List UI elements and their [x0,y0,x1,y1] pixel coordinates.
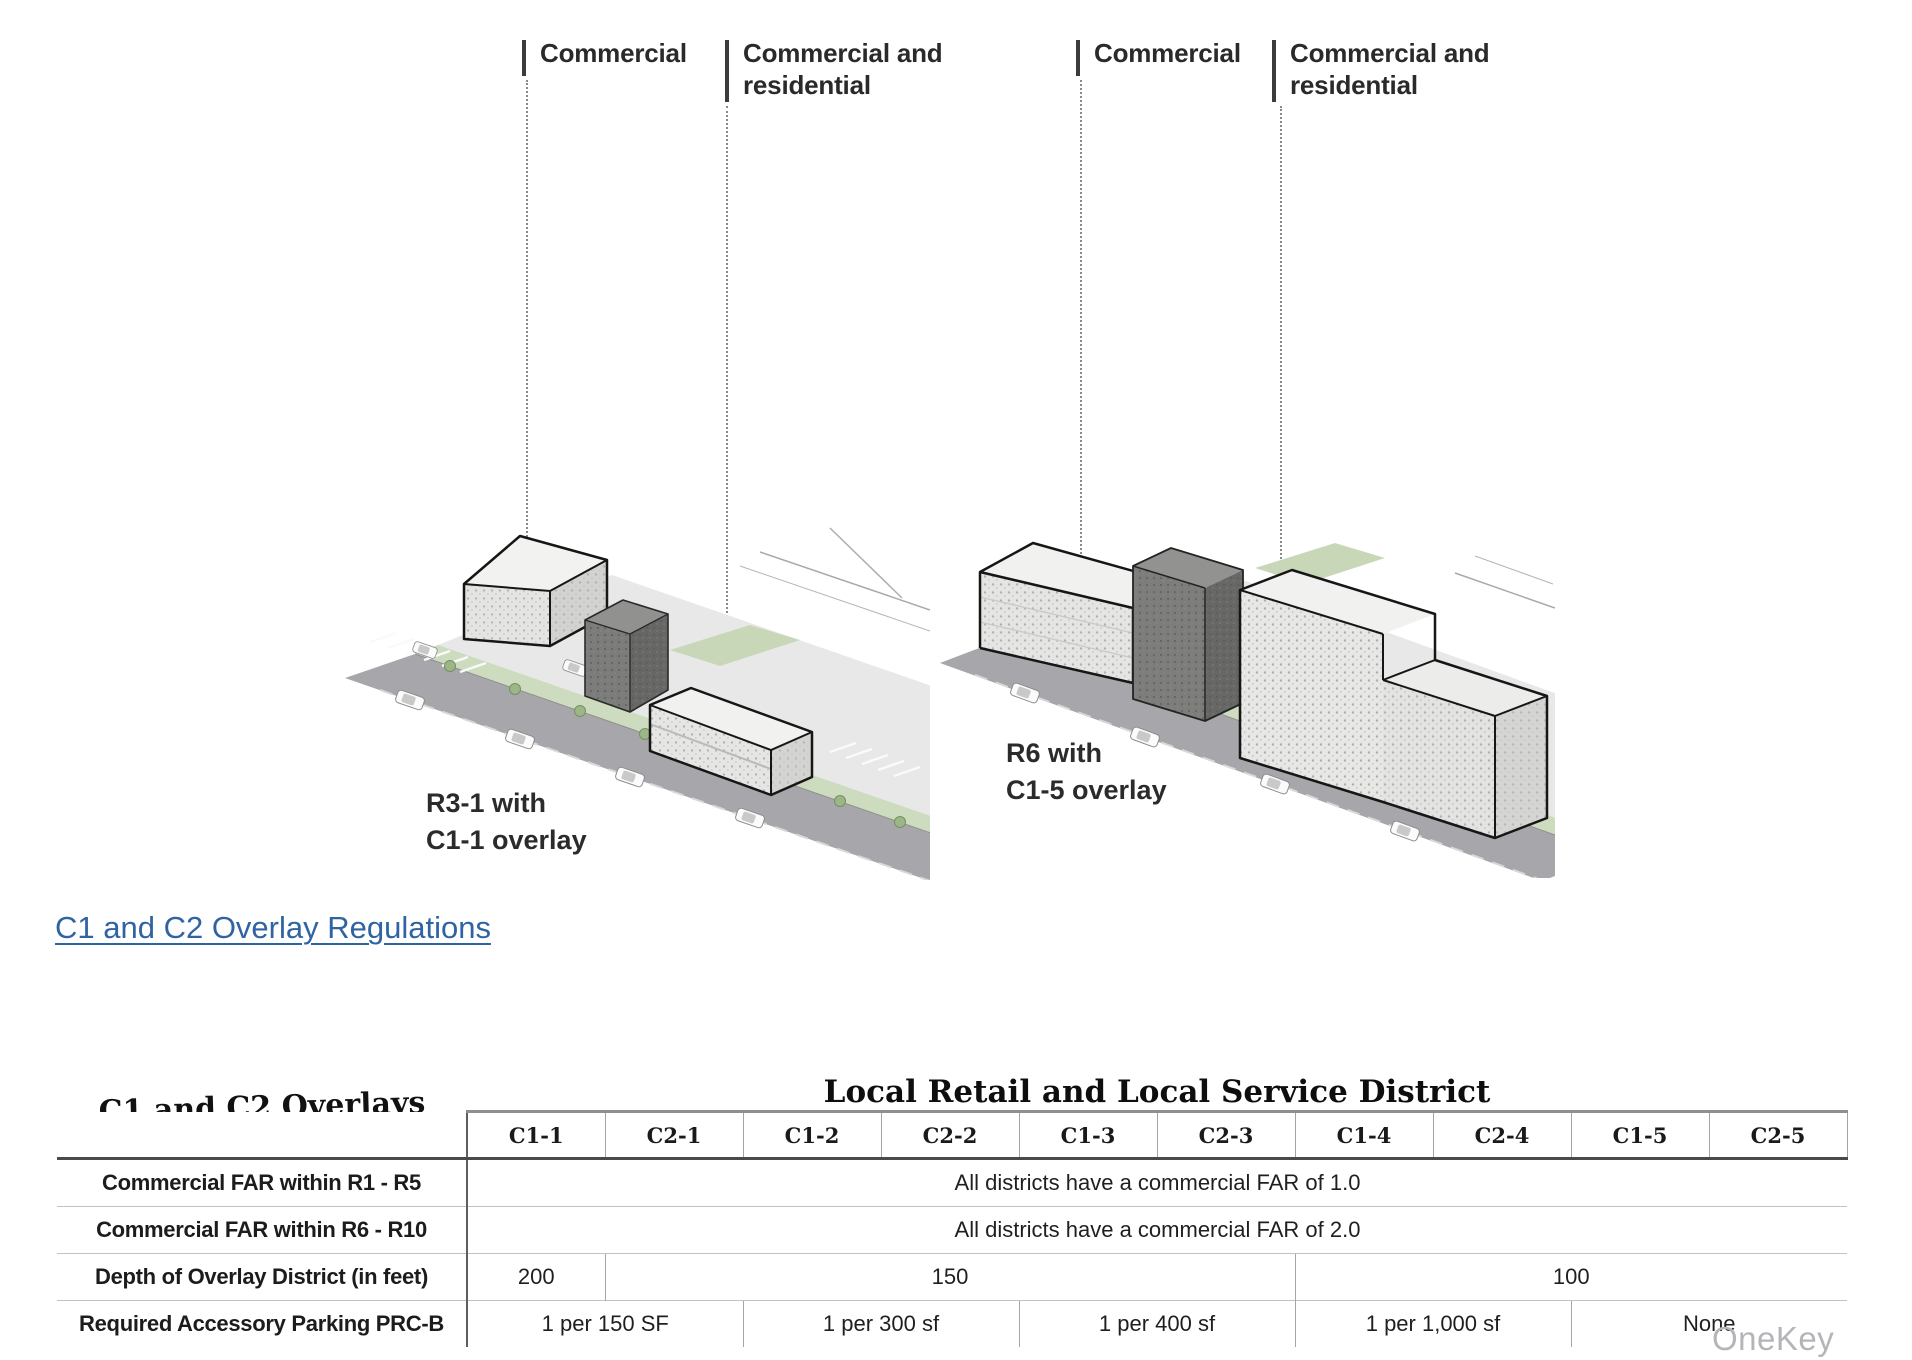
table-row: Commercial FAR within R1 - R5 All distri… [57,1158,1847,1207]
commercial-building [462,534,609,648]
row-label: Depth of Overlay District (in feet) [57,1253,468,1301]
onekey-mls-watermark: OneKey MLS [1712,1320,1835,1360]
row-label: Required Accessory Parking PRC-B [57,1300,468,1347]
table-row: Depth of Overlay District (in feet) 200 … [57,1253,1847,1301]
caption-right: R6 with C1-5 overlay [1006,735,1167,809]
column-header: C1-2 [742,1110,881,1160]
annotation-commercial-left: Commercial [540,38,687,68]
annotation-commercial-residential-left: Commercial and residential [743,38,943,100]
residential-building-dark [584,599,669,713]
caption-right-line2: C1-5 overlay [1006,775,1167,805]
table-cell: All districts have a commercial FAR of 2… [467,1206,1847,1254]
table-cell: 200 [467,1253,605,1301]
column-header: C1-1 [466,1110,605,1160]
caption-right-line1: R6 with [1006,738,1103,768]
row-label: Commercial FAR within R1 - R5 [57,1158,468,1207]
header-corner-cell [57,1111,468,1160]
column-header: C1-4 [1294,1110,1433,1160]
column-header: C2-3 [1156,1110,1295,1160]
label-tick-bar [1076,40,1080,76]
table-cell: 1 per 400 sf [1018,1300,1295,1347]
zoning-illustration-right [940,541,1555,878]
label-tick-bar [1272,40,1276,102]
table-cell: 1 per 150 SF [467,1300,743,1347]
commercial-building-large [978,541,1189,685]
leader-line [524,80,531,571]
column-header: C1-3 [1018,1110,1157,1160]
table-main-title: Local Retail and Local Service District [823,1074,1491,1110]
mixed-use-building-stepped [1238,568,1549,840]
mixed-use-building [648,686,814,797]
zoning-illustration-left [345,527,930,880]
overlay-regulations-link[interactable]: C1 and C2 Overlay Regulations [55,910,491,945]
column-header: C2-1 [604,1110,743,1160]
column-header: C1-5 [1570,1110,1709,1160]
overlay-regulations-table: C1-1 C2-1 C1-2 C2-2 C1-3 C2-3 C1-4 C2-4 … [57,1110,1848,1347]
table-cell: 150 [604,1253,1295,1301]
header-row: C1-1 C2-1 C1-2 C2-2 C1-3 C2-3 C1-4 C2-4 … [57,1110,1848,1160]
residential-tower-dark [1132,547,1244,722]
column-header: C2-4 [1432,1110,1571,1160]
table-row: Commercial FAR within R6 - R10 All distr… [57,1206,1847,1254]
annotation-commercial-residential-right: Commercial and residential [1290,38,1490,100]
column-header: C2-5 [1708,1110,1848,1160]
caption-left-line1: R3-1 with [426,788,547,818]
caption-left: R3-1 with C1-1 overlay [426,785,587,859]
table-cell: None [1570,1300,1847,1347]
table-cell: 100 [1294,1253,1847,1301]
table-cell: 1 per 300 sf [742,1300,1019,1347]
label-tick-bar [725,40,729,102]
table-cell: 1 per 1,000 sf [1294,1300,1571,1347]
column-header: C2-2 [880,1110,1019,1160]
table-row: Required Accessory Parking PRC-B 1 per 1… [57,1300,1847,1347]
annotation-commercial-right: Commercial [1094,38,1241,68]
caption-left-line2: C1-1 overlay [426,825,587,855]
label-tick-bar [522,40,526,76]
table-cell: All districts have a commercial FAR of 1… [467,1158,1847,1207]
row-label: Commercial FAR within R6 - R10 [57,1206,468,1254]
